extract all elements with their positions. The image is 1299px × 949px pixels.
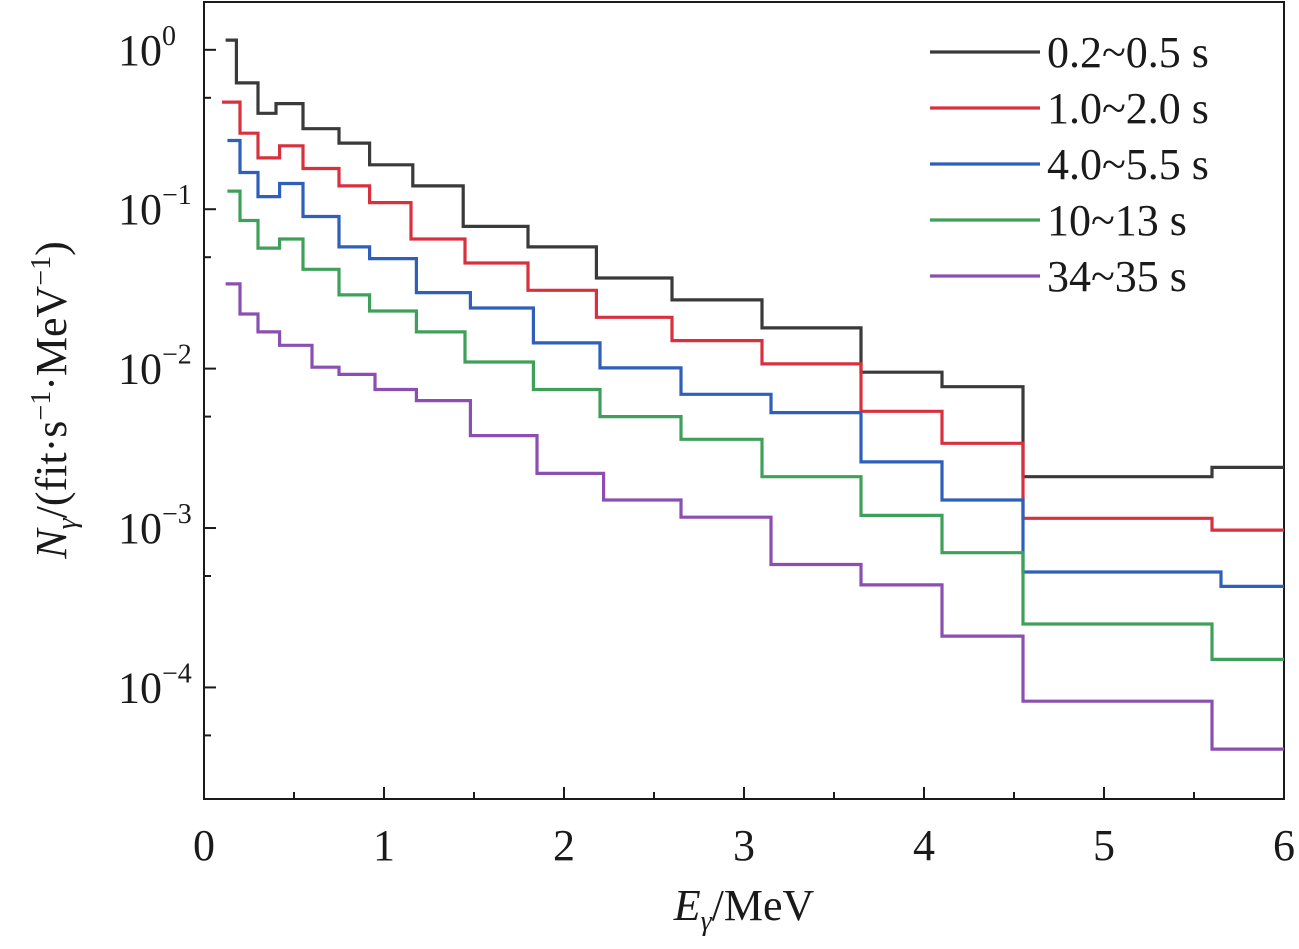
x-tick-label: 6 <box>1273 821 1295 870</box>
legend-label: 0.2~0.5 s <box>1047 28 1209 77</box>
y-axis-title: Nγ/(fit·s−1·MeV−1) <box>26 241 83 560</box>
x-tick-label: 1 <box>373 821 395 870</box>
series-line-4 <box>227 189 1284 661</box>
x-tick-label: 4 <box>913 821 935 870</box>
x-tick-label: 3 <box>733 821 755 870</box>
series-line-2 <box>222 100 1284 532</box>
series-line-3 <box>227 138 1284 588</box>
x-tick-label: 0 <box>193 821 215 870</box>
x-tick-label: 5 <box>1093 821 1115 870</box>
y-tick-label: 10−3 <box>118 499 192 553</box>
legend-label: 34~35 s <box>1047 252 1187 301</box>
legend-label: 10~13 s <box>1047 196 1187 245</box>
series-line-5 <box>225 282 1284 751</box>
y-tick-label: 10−1 <box>118 180 192 234</box>
series-line-1 <box>225 38 1284 479</box>
legend: 0.2~0.5 s 1.0~2.0 s 4.0~5.5 s 10~13 s 34~35 … <box>930 28 1209 301</box>
x-tick-label: 2 <box>553 821 575 870</box>
y-tick-label: 10−4 <box>118 658 192 712</box>
y-tick-label: 100 <box>118 21 176 75</box>
y-tick-label: 10−2 <box>118 340 192 394</box>
legend-label: 4.0~5.5 s <box>1047 140 1209 189</box>
ticks-layer: 0 1 2 3 4 5 6 100 10−1 10−2 10−3 10−4 <box>118 21 1295 870</box>
series-layer <box>222 38 1284 751</box>
legend-label: 1.0~2.0 s <box>1047 84 1209 133</box>
x-axis-title: Eγ/MeV <box>673 881 815 937</box>
